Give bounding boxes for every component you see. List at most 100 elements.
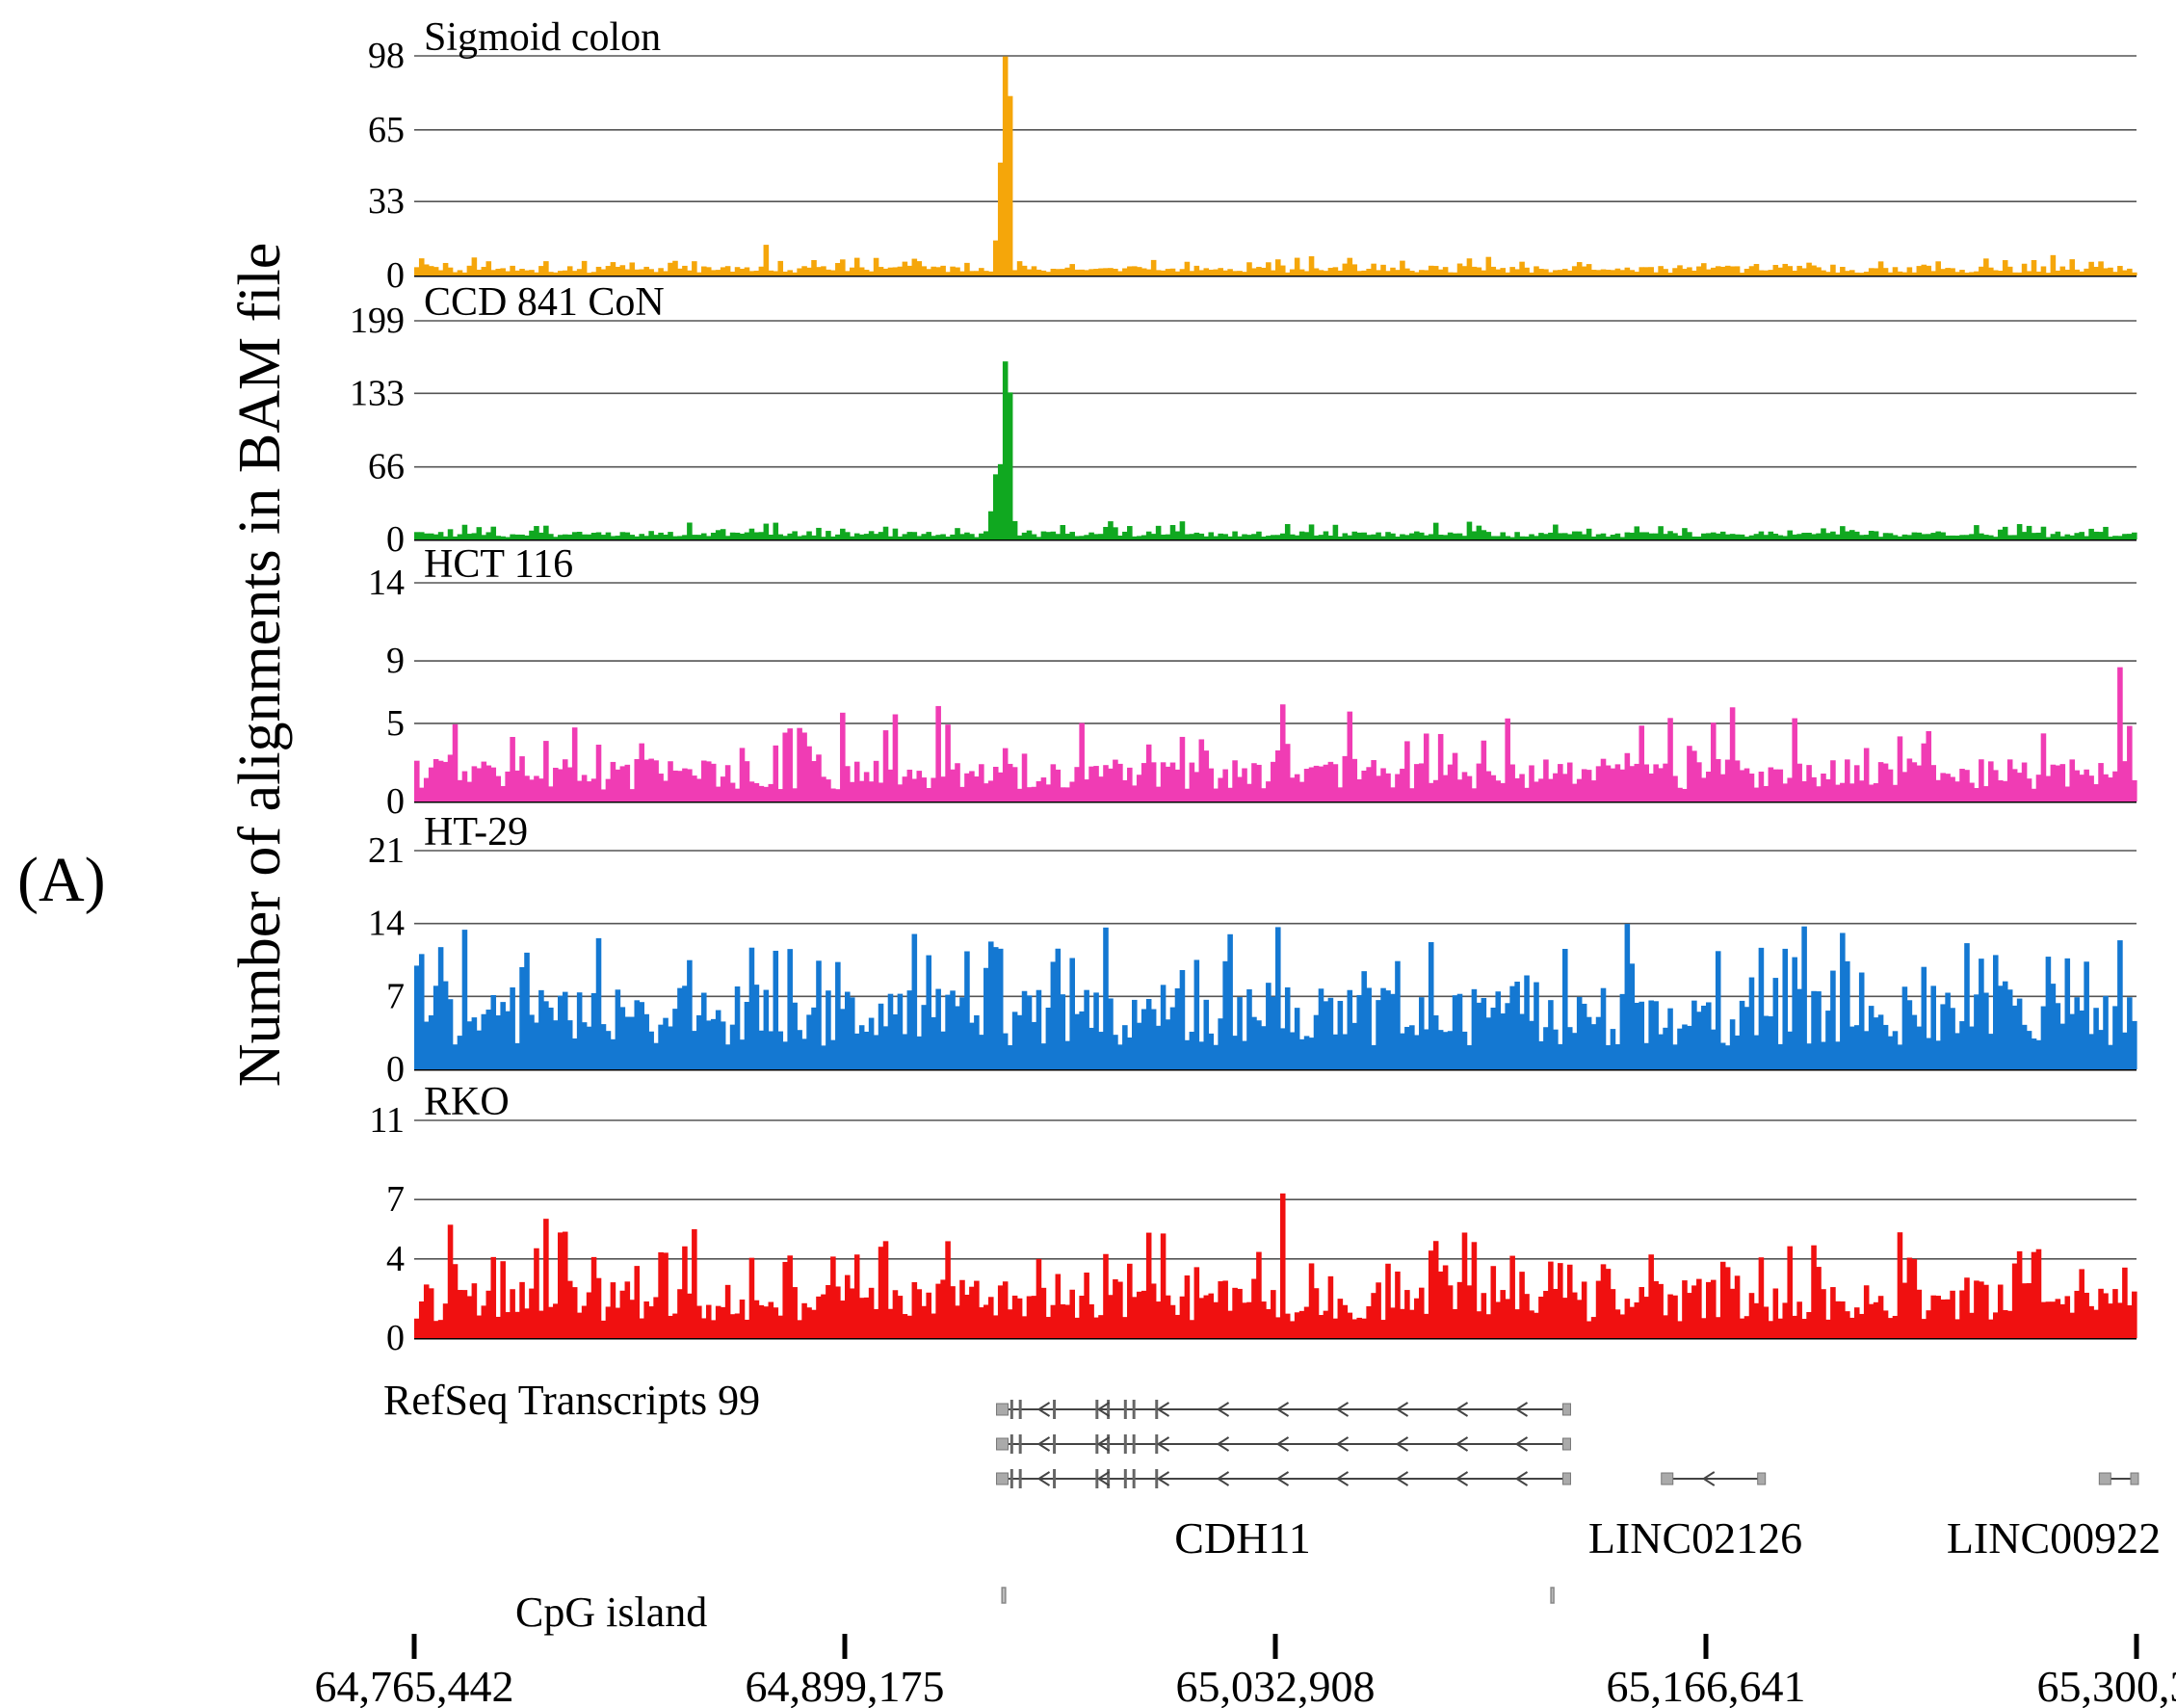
coverage-bar <box>1663 1315 1668 1338</box>
coverage-bar <box>1748 535 1755 539</box>
coverage-bar <box>1136 1291 1142 1338</box>
strand-arrow <box>1455 1436 1469 1452</box>
coverage-bar <box>653 1297 659 1338</box>
coverage-bar <box>997 162 1004 276</box>
coverage-bar <box>1509 985 1515 1069</box>
coverage-bar <box>1088 1027 1094 1069</box>
coverage-bar <box>801 1038 807 1069</box>
coverage-bar <box>935 705 941 801</box>
coverage-bar <box>806 746 812 801</box>
coverage-bar <box>1916 1026 1923 1069</box>
coverage-bar <box>1313 1288 1320 1338</box>
coverage-bar <box>1036 989 1042 1069</box>
y-tick-label: 7 <box>386 976 405 1016</box>
coverage-bar <box>1395 960 1401 1069</box>
strand-arrow <box>1455 1402 1469 1417</box>
coverage-bar <box>1193 532 1200 539</box>
coverage-bar <box>1432 779 1439 801</box>
coverage-bar <box>1140 535 1147 539</box>
coverage-bar <box>739 748 746 801</box>
coverage-bar <box>853 1254 860 1338</box>
coverage-bar <box>687 769 693 801</box>
coverage-bar <box>576 1312 583 1338</box>
coverage-bar <box>1806 262 1812 276</box>
coverage-bar <box>1452 533 1458 539</box>
coverage-bar <box>1432 1241 1439 1338</box>
coverage-bar <box>729 1024 736 1069</box>
y-axis-label: Number of alignments in BAM file <box>227 243 293 1087</box>
coverage-bar <box>1921 534 1927 539</box>
coverage-bar <box>1840 782 1846 801</box>
coverage-bar <box>1787 1246 1793 1338</box>
coverage-bar <box>782 1041 788 1069</box>
coverage-bar <box>720 267 726 276</box>
coverage-bar <box>1327 997 1334 1069</box>
coverage-bar <box>534 272 539 276</box>
coverage-bar <box>423 533 430 539</box>
coverage-bar <box>481 535 487 539</box>
coverage-bar <box>1452 272 1458 276</box>
coverage-bar <box>1863 535 1870 539</box>
coverage-bar <box>1663 763 1668 801</box>
coverage-bar <box>629 1300 636 1338</box>
coverage-bar <box>1461 266 1468 276</box>
coverage-bar <box>705 1304 712 1338</box>
coverage-bar <box>687 1293 693 1338</box>
coverage-bar <box>1897 536 1903 539</box>
gene-linc02126: LINC02126 <box>1588 1471 1802 1563</box>
coverage-bar <box>1222 769 1228 801</box>
coverage-bar <box>1084 535 1089 539</box>
coverage-bar <box>1811 534 1817 539</box>
coverage-bar <box>811 761 817 801</box>
coverage-bar <box>1935 1296 1941 1338</box>
coverage-bar <box>1911 532 1918 539</box>
coverage-bar <box>1873 1017 1879 1069</box>
coverage-bar <box>792 788 798 801</box>
coverage-bar <box>1605 765 1612 801</box>
coverage-bar <box>529 530 535 539</box>
coverage-bar <box>619 532 626 539</box>
coverage-bar <box>1619 537 1626 539</box>
coverage-bar <box>1629 270 1636 276</box>
coverage-bar <box>1706 1281 1712 1338</box>
coverage-bar <box>1739 1318 1745 1338</box>
coverage-bar <box>1303 769 1310 801</box>
coverage-bar <box>715 270 721 276</box>
coverage-bar <box>1366 767 1372 801</box>
coverage-bar <box>2006 266 2013 276</box>
coverage-bar <box>821 776 826 801</box>
coverage-bar <box>1653 1001 1659 1069</box>
coverage-bar <box>892 714 899 801</box>
coverage-bar <box>983 783 989 801</box>
coverage-bar <box>1576 778 1583 801</box>
coverage-bar <box>1677 787 1683 801</box>
coverage-bar <box>1011 270 1018 276</box>
coverage-bar <box>1160 762 1167 801</box>
coverage-bar <box>1548 272 1554 276</box>
coverage-bar <box>2098 261 2104 276</box>
coverage-bar <box>2055 1003 2061 1069</box>
coverage-bar <box>1811 265 1817 276</box>
coverage-bar <box>1356 779 1362 801</box>
coverage-bar <box>1558 270 1563 276</box>
coverage-bar <box>514 270 520 276</box>
coverage-bar <box>1624 532 1631 539</box>
coverage-bar <box>653 760 659 801</box>
coverage-bar <box>897 993 904 1069</box>
coverage-bar <box>782 271 788 276</box>
coverage-bar <box>701 266 707 276</box>
coverage-bar <box>1227 787 1233 801</box>
coverage-bar <box>2127 1304 2133 1338</box>
coverage-bar <box>2112 1289 2118 1338</box>
coverage-bar <box>619 265 626 276</box>
coverage-bar <box>2031 1251 2037 1338</box>
coverage-bar <box>1122 268 1128 276</box>
coverage-bar <box>1251 1278 1257 1338</box>
coverage-bar <box>979 533 984 539</box>
coverage-bar <box>500 1261 506 1338</box>
coverage-bar <box>1218 268 1223 276</box>
coverage-bar <box>1490 1008 1497 1069</box>
coverage-bar <box>2103 526 2109 539</box>
coverage-bar <box>1050 268 1057 276</box>
